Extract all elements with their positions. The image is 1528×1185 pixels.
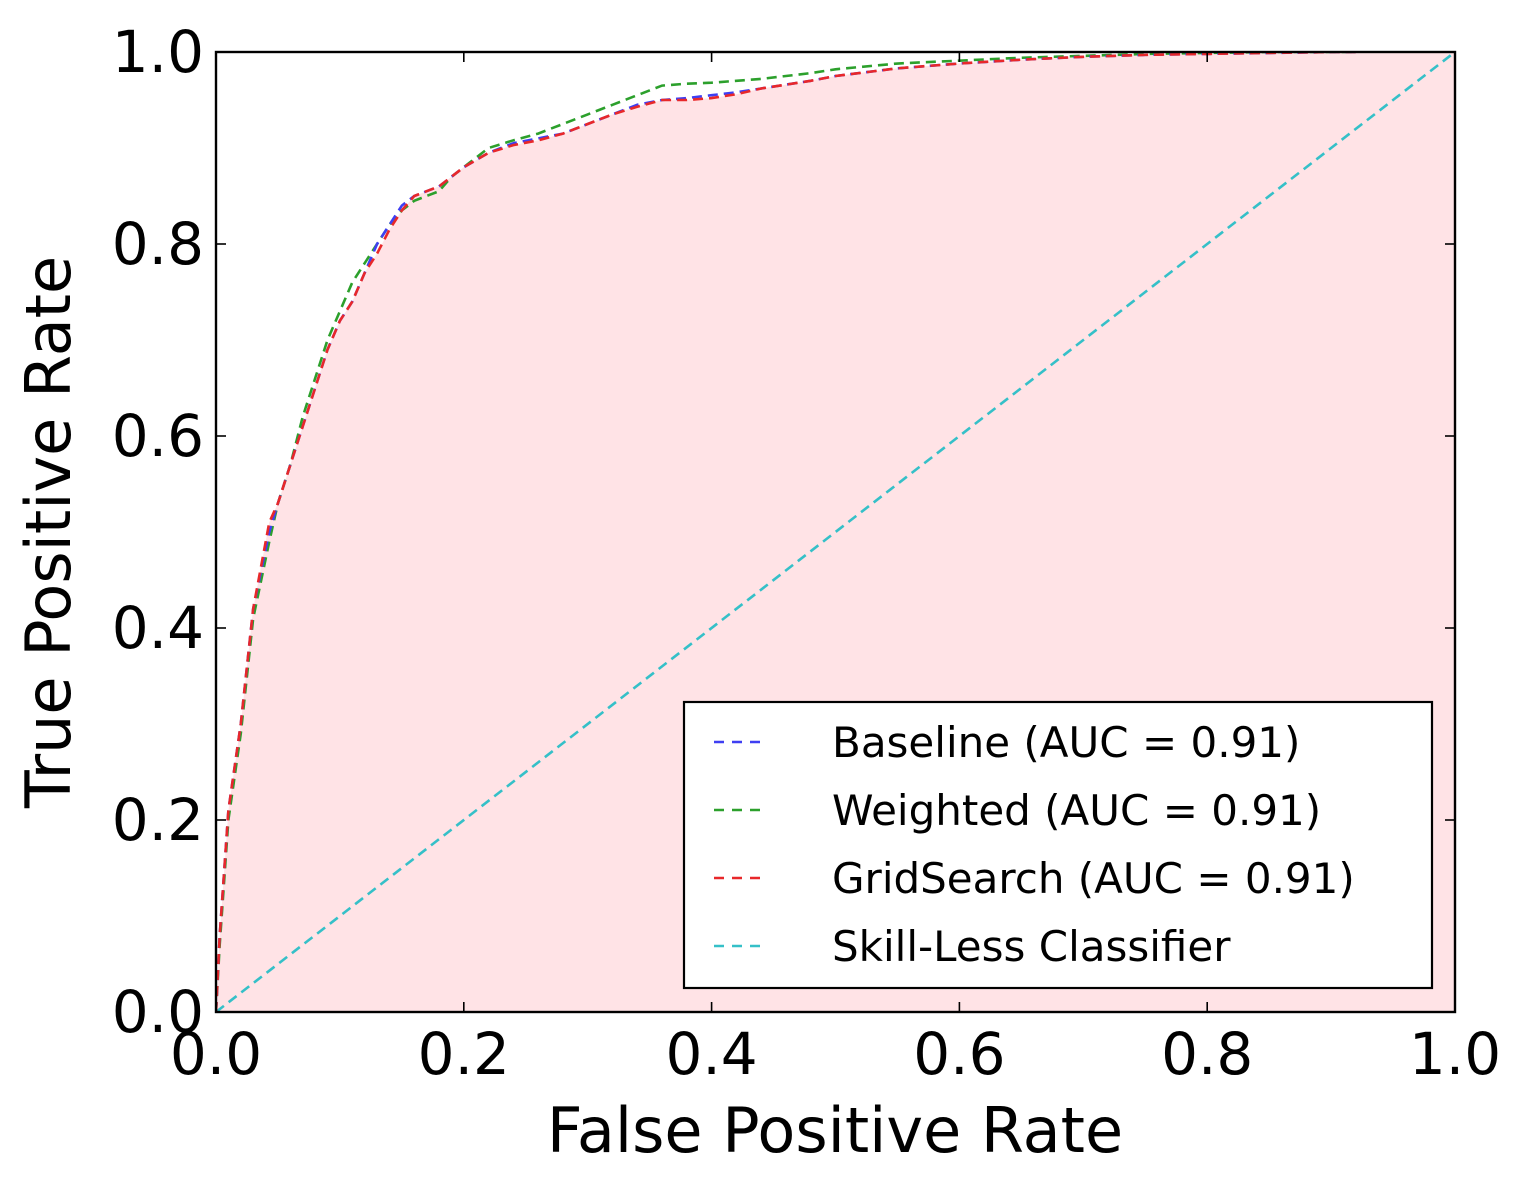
series-line-skill-less-classifier [216, 52, 1455, 1012]
legend-entry-label: Baseline (AUC = 0.91) [832, 718, 1300, 767]
y-tick-label: 0.6 [112, 402, 204, 470]
x-axis-label: False Positive Rate [547, 1094, 1123, 1167]
legend: Baseline (AUC = 0.91) Weighted (AUC = 0.9… [682, 700, 1434, 990]
legend-entry-label: Skill-Less Classifier [832, 922, 1231, 971]
y-axis-label: True Positive Rate [12, 256, 85, 809]
legend-entry-label: GridSearch (AUC = 0.91) [832, 854, 1355, 903]
y-tick-label: 1.0 [112, 18, 204, 86]
axis-ticks: 0.0 0.2 0.4 0.6 0.8 1.0 0.0 0.2 0.4 0.6 0.8 1.0 [112, 18, 1501, 1088]
legend-box [682, 700, 1434, 990]
y-tick-label: 0.2 [112, 786, 204, 854]
y-tick-label: 0.4 [112, 594, 204, 662]
x-tick-label: 0.4 [665, 1020, 757, 1088]
y-tick-label: 0.0 [112, 978, 204, 1046]
x-tick-label: 0.8 [1161, 1020, 1253, 1088]
series-line-gridsearch [216, 52, 1356, 1012]
x-tick-label: 0.2 [418, 1020, 510, 1088]
plot-frame [214, 50, 1457, 1014]
legend-entry-label: Weighted (AUC = 0.91) [832, 786, 1321, 835]
x-tick-label: 1.0 [1409, 1020, 1501, 1088]
series-line-weighted [216, 52, 1356, 1012]
x-tick-label: 0.0 [170, 1020, 262, 1088]
y-tick-label: 0.8 [112, 210, 204, 278]
x-tick-label: 0.6 [913, 1020, 1005, 1088]
